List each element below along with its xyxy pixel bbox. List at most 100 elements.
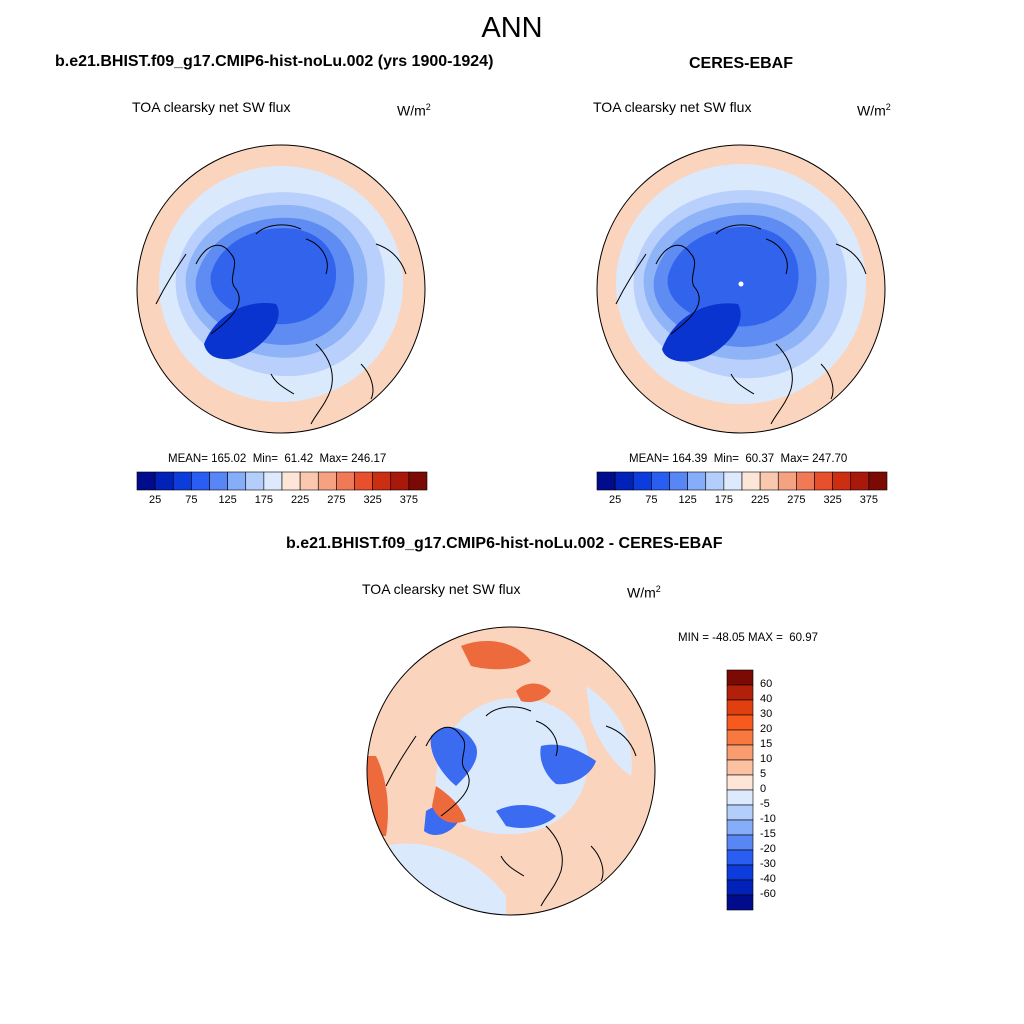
diff-red-region-4 xyxy=(516,683,551,703)
colorbar-swatch xyxy=(726,834,754,851)
colorbar-tick-label: 25 xyxy=(149,494,162,506)
colorbar-tick-label: 125 xyxy=(218,494,237,506)
obs-units-label: W/m2 xyxy=(857,102,891,119)
colorbar-swatch xyxy=(705,471,725,491)
coastline xyxy=(155,224,407,425)
diff-blue-region-4 xyxy=(540,744,596,785)
colorbar-swatch xyxy=(651,471,670,491)
colorbar-swatch xyxy=(726,744,754,761)
colorbar-swatch xyxy=(726,729,754,746)
colorbar-swatch xyxy=(209,471,228,491)
colorbar-swatch xyxy=(726,714,754,731)
model-variable-label: TOA clearsky net SW flux xyxy=(132,99,291,115)
colorbar-tick-label: -40 xyxy=(760,873,776,885)
colorbar-swatch xyxy=(136,471,156,491)
map-outline xyxy=(366,626,656,916)
colorbar-swatch xyxy=(172,471,192,491)
map-core xyxy=(667,226,799,327)
obs-polar-map xyxy=(596,144,886,434)
colorbar-swatch xyxy=(154,471,174,491)
colorbar-swatch xyxy=(726,819,754,836)
map-core xyxy=(210,228,337,325)
colorbar-tick-label: 175 xyxy=(714,494,734,506)
colorbar-swatch xyxy=(263,471,283,491)
colorbar-swatch xyxy=(372,471,392,491)
diff-red-region-3 xyxy=(432,786,466,823)
colorbar-tick-label: 10 xyxy=(760,753,773,765)
colorbar-swatch xyxy=(726,804,754,821)
colorbar-tick-label: -20 xyxy=(760,843,776,855)
diff-colorbar xyxy=(726,669,754,911)
colorbar-tick-label: 20 xyxy=(760,723,773,735)
colorbar-tick-label: 15 xyxy=(760,738,773,750)
colorbar-swatch xyxy=(336,471,355,491)
map-outline xyxy=(136,144,426,434)
map-pole-gap xyxy=(738,281,744,287)
colorbar-tick-label: 75 xyxy=(645,494,658,506)
colorbar-tick-label: 225 xyxy=(750,494,770,506)
colorbar-swatch xyxy=(354,471,373,491)
model-colorbar-ticks: 25 75 125 175 225 275 325 375 xyxy=(137,494,427,508)
colorbar-tick-label: 375 xyxy=(859,494,879,506)
colorbar-swatch xyxy=(299,471,319,491)
colorbar-tick-label: 125 xyxy=(678,494,697,506)
colorbar-swatch xyxy=(726,849,754,866)
diff-polar-map xyxy=(366,626,656,916)
colorbar-swatch xyxy=(726,684,754,701)
diff-variable-label: TOA clearsky net SW flux xyxy=(362,581,521,597)
map-greenland xyxy=(662,303,741,362)
coastline xyxy=(615,224,867,425)
model-colorbar xyxy=(136,471,428,491)
colorbar-swatch xyxy=(227,471,247,491)
colorbar-tick-label: -10 xyxy=(760,813,776,825)
model-units-label: W/m2 xyxy=(397,102,431,119)
colorbar-swatch xyxy=(726,669,754,686)
colorbar-swatch xyxy=(759,471,779,491)
model-panel-title: b.e21.BHIST.f09_g17.CMIP6-hist-noLu.002 … xyxy=(55,53,494,70)
colorbar-tick-label: 60 xyxy=(760,678,773,690)
colorbar-tick-label: 225 xyxy=(290,494,310,506)
obs-colorbar xyxy=(596,471,888,491)
coastline xyxy=(385,706,637,907)
colorbar-tick-label: -5 xyxy=(760,798,770,810)
colorbar-swatch xyxy=(777,471,797,491)
colorbar-swatch xyxy=(726,864,754,881)
colorbar-swatch xyxy=(390,471,410,491)
colorbar-swatch xyxy=(726,699,754,716)
figure-title: ANN xyxy=(481,12,543,44)
diff-panel-title: b.e21.BHIST.f09_g17.CMIP6-hist-noLu.002 … xyxy=(286,535,723,552)
colorbar-tick-label: 275 xyxy=(787,494,806,506)
colorbar-swatch xyxy=(741,471,761,491)
colorbar-tick-label: -60 xyxy=(760,888,776,900)
colorbar-tick-label: 325 xyxy=(363,494,382,506)
colorbar-swatch xyxy=(850,471,870,491)
colorbar-swatch xyxy=(614,471,634,491)
diff-units-label: W/m2 xyxy=(627,584,661,601)
colorbar-tick-label: 40 xyxy=(760,693,773,705)
colorbar-swatch xyxy=(832,471,852,491)
colorbar-tick-label: 175 xyxy=(254,494,274,506)
map-outline xyxy=(596,144,886,434)
colorbar-tick-label: 5 xyxy=(760,768,767,780)
obs-variable-label: TOA clearsky net SW flux xyxy=(593,99,752,115)
diff-light-region-east xyxy=(586,686,632,776)
colorbar-tick-label: 25 xyxy=(609,494,622,506)
colorbar-swatch xyxy=(596,471,616,491)
colorbar-tick-label: 75 xyxy=(185,494,198,506)
diff-blue-region-3 xyxy=(496,804,556,828)
colorbar-swatch xyxy=(191,471,210,491)
colorbar-tick-label: 275 xyxy=(327,494,346,506)
colorbar-swatch xyxy=(726,879,754,896)
colorbar-swatch xyxy=(796,471,815,491)
colorbar-swatch xyxy=(632,471,652,491)
diff-red-region-1 xyxy=(461,641,531,670)
colorbar-swatch xyxy=(868,471,888,491)
colorbar-swatch xyxy=(726,789,754,806)
diff-blue-region-1 xyxy=(430,727,477,786)
colorbar-tick-label: -15 xyxy=(760,828,776,840)
colorbar-tick-label: 375 xyxy=(399,494,419,506)
map-greenland xyxy=(204,303,279,360)
colorbar-tick-label: 30 xyxy=(760,708,773,720)
diff-colorbar-ticks: 60 40 30 20 15 10 5 0 -5 -10 -15 -20 -30 -40 -60 xyxy=(760,670,820,910)
colorbar-swatch xyxy=(245,471,265,491)
